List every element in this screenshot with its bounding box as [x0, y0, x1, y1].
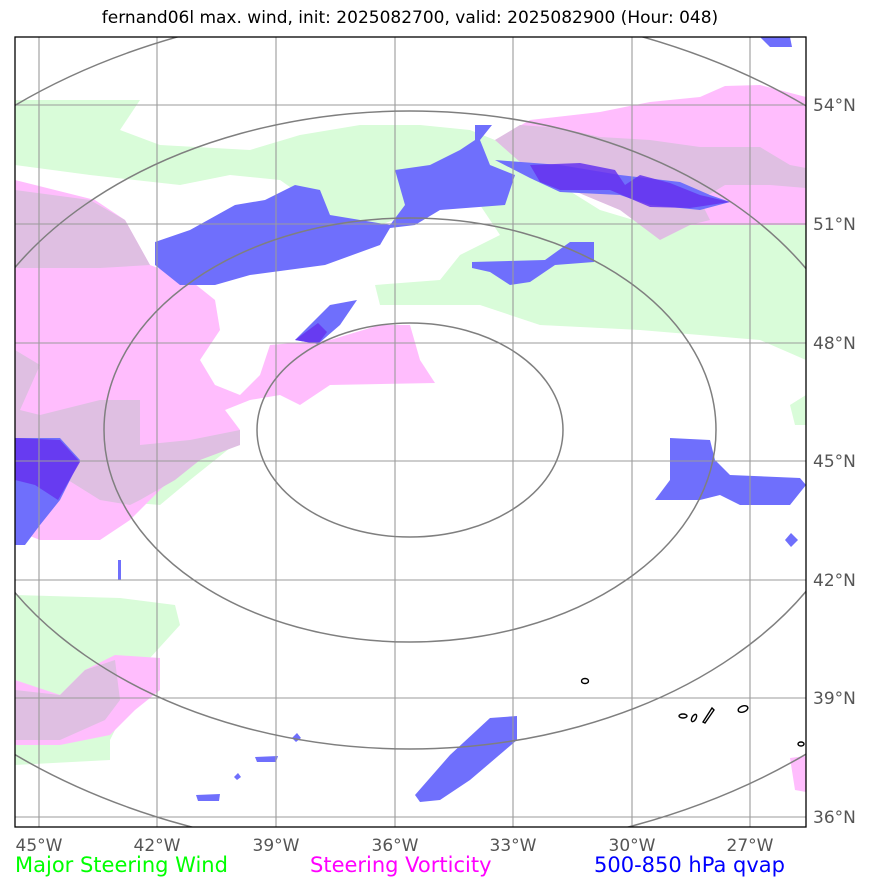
lat-tick-label: 39°N	[813, 689, 856, 709]
qvap-area-small-1	[785, 533, 798, 547]
legend-qvap: 500-850 hPa qvap	[594, 853, 785, 877]
overlap-area-southwest	[15, 660, 120, 740]
qvap-area-small-2	[760, 37, 792, 47]
overlap-dark-west	[15, 438, 80, 500]
plot-frame	[14, 36, 807, 828]
qvap-vorticity-overlap	[15, 163, 730, 500]
lat-tick-labels: 54°N 51°N 48°N 45°N 42°N 39°N 36°N	[813, 96, 856, 828]
qvap-area-small-6	[292, 733, 301, 742]
lon-tick-label: 42°W	[134, 836, 181, 856]
overlap-dark-northeast	[530, 163, 730, 208]
map-title: fernand06l max. wind, init: 2025082700, …	[101, 8, 719, 28]
qvap-area-small-4	[255, 756, 278, 762]
lon-tick-label: 45°W	[16, 836, 63, 856]
contour-5	[737, 705, 749, 713]
vorticity-area-southeast	[790, 756, 806, 792]
overlap-area-west-upper	[15, 190, 150, 268]
range-ring-outer	[15, 110, 806, 750]
qvap-area-small-7	[234, 773, 241, 780]
lat-tick-label: 48°N	[813, 334, 856, 354]
contour-2	[678, 713, 688, 719]
wind-contours	[580, 677, 805, 747]
lat-tick-label: 45°N	[813, 452, 856, 472]
contour-3	[690, 713, 698, 723]
contour-4	[701, 706, 715, 724]
lon-tick-label: 39°W	[253, 836, 300, 856]
steering-wind-area-east	[790, 395, 806, 425]
qvap-area-east-center	[472, 242, 594, 285]
range-rings	[15, 37, 806, 827]
qvap-area-east	[655, 438, 806, 505]
lon-tick-label: 30°W	[609, 836, 656, 856]
lat-tick-label: 42°N	[813, 571, 856, 591]
contour-1	[580, 677, 590, 685]
range-ring-middle	[103, 217, 717, 643]
lat-tick-label: 51°N	[813, 215, 856, 235]
legend-steering-wind: Major Steering Wind	[15, 853, 228, 877]
contour-6	[797, 741, 805, 747]
lat-tick-label: 36°N	[813, 808, 856, 828]
overlap-dark-center	[295, 323, 327, 344]
qvap-area-small-3	[118, 560, 121, 580]
qvap-area-small-5	[196, 794, 220, 801]
steering-wind-area-north	[15, 100, 806, 360]
legend-steering-vorticity: Steering Vorticity	[310, 853, 492, 877]
lat-tick-label: 54°N	[813, 96, 856, 116]
lon-tick-label: 27°W	[727, 836, 774, 856]
qvap-area-north-band	[155, 125, 515, 285]
lon-tick-label: 33°W	[490, 836, 537, 856]
lon-tick-label: 36°W	[372, 836, 419, 856]
qvap-area-south-streak	[415, 716, 517, 802]
lon-tick-labels: 45°W 42°W 39°W 36°W 33°W 30°W 27°W	[16, 836, 774, 856]
graticule	[15, 37, 806, 827]
range-ring-inner	[256, 322, 564, 538]
